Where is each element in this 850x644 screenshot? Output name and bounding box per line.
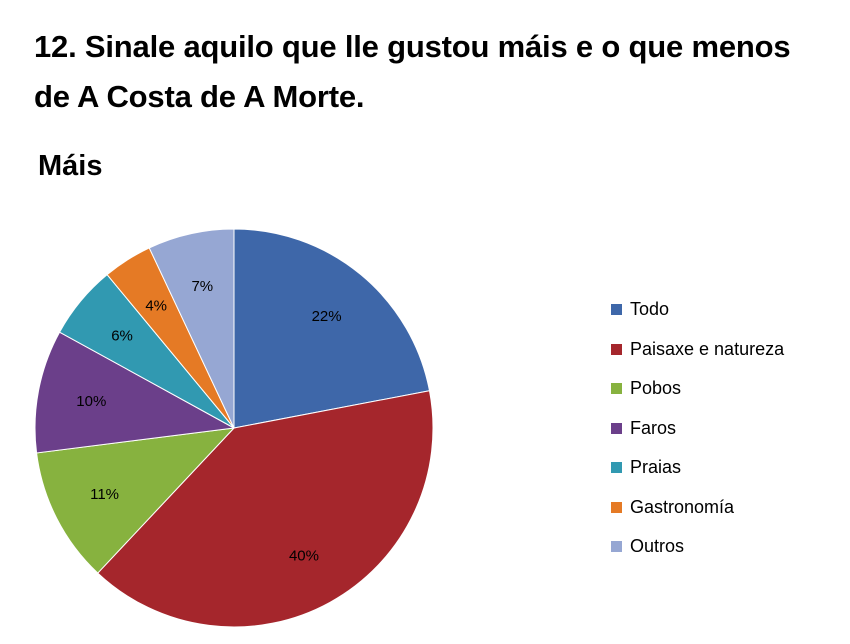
- pie-slice-todo: [233, 228, 431, 429]
- legend-swatch: [611, 383, 622, 395]
- data-label-faros: 10%: [76, 393, 106, 410]
- chart-legend: Todo Paisaxe e natureza Pobos Faros Praias Ga…: [611, 290, 784, 567]
- legend-label: Faros: [630, 417, 677, 438]
- legend-label: Gastronomía: [630, 496, 735, 517]
- data-label-gastronomía: 4%: [145, 297, 167, 314]
- legend-label: Outros: [630, 536, 685, 557]
- data-label-todo: 22%: [312, 308, 342, 325]
- legend-label: Praias: [630, 457, 682, 478]
- chart-title: Máis: [38, 150, 103, 182]
- data-label-praias: 6%: [111, 327, 133, 344]
- pie-slice-pobos: [36, 427, 236, 574]
- legend-item: Paisaxe e natureza: [611, 330, 784, 370]
- legend-swatch: [611, 501, 622, 513]
- legend-swatch: [611, 304, 622, 316]
- pie-slice-faros: [34, 331, 236, 454]
- pie-slice-outros: [148, 228, 235, 429]
- legend-label: Paisaxe e natureza: [630, 338, 785, 359]
- legend-swatch: [611, 462, 622, 474]
- legend-label: Todo: [630, 299, 670, 320]
- data-label-pobos: 11%: [90, 486, 119, 503]
- data-label-paisaxe-e-natureza: 40%: [289, 547, 319, 564]
- legend-swatch: [611, 541, 622, 553]
- legend-item: Faros: [611, 409, 784, 449]
- legend-item: Gastronomía: [611, 488, 784, 528]
- legend-swatch: [611, 343, 622, 355]
- legend-item: Outros: [611, 527, 784, 567]
- legend-item: Pobos: [611, 369, 784, 409]
- legend-label: Pobos: [630, 378, 682, 399]
- pie-slice-paisaxe-e-natureza: [97, 390, 434, 628]
- legend-item: Todo: [611, 290, 784, 330]
- data-label-outros: 7%: [191, 278, 213, 295]
- legend-swatch: [611, 422, 622, 434]
- legend-item: Praias: [611, 448, 784, 488]
- question-heading: 12. Sinale aquilo que lle gustou máis e …: [34, 29, 791, 114]
